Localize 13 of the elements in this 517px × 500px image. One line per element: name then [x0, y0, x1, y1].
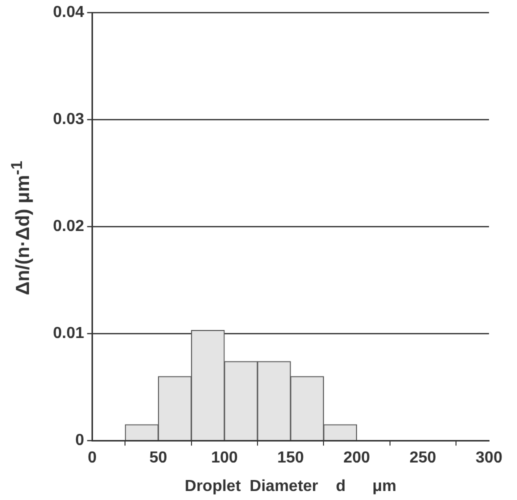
x-tick-label: 50 [149, 450, 168, 467]
y-tick-label: 0.02 [53, 218, 84, 236]
x-tick-label: 100 [211, 450, 238, 467]
x-tick-label: 150 [277, 450, 304, 467]
y-tick-label: 0.03 [53, 111, 84, 128]
x-axis-title: Droplet Diameter d μm [184, 478, 396, 495]
x-tick-label: 250 [410, 450, 436, 467]
x-tick-label: 200 [343, 450, 370, 467]
y-tick-label: 0.01 [53, 325, 84, 342]
x-tick-label: 300 [476, 450, 502, 467]
y-tick-label: 0 [75, 432, 84, 450]
x-tick-label: 0 [88, 450, 97, 467]
y-tick-label: 0.04 [53, 4, 84, 22]
